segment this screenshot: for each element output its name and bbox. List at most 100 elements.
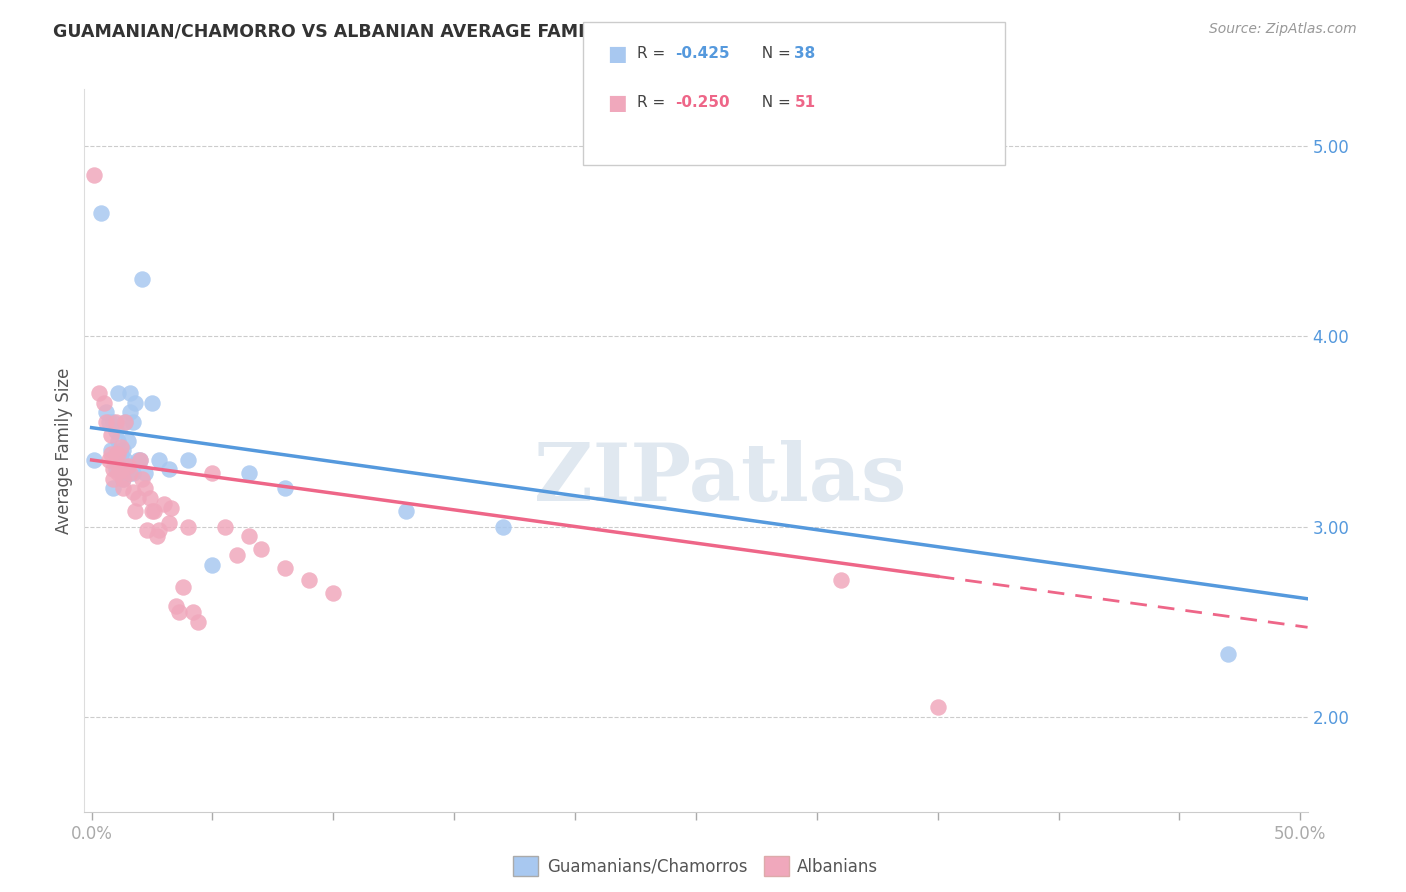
Point <box>117 467 139 481</box>
Point <box>274 482 297 496</box>
Point <box>83 453 105 467</box>
Text: -0.250: -0.250 <box>675 95 730 110</box>
Point <box>131 272 153 286</box>
Point <box>104 415 127 429</box>
Point <box>90 206 112 220</box>
Point <box>141 504 163 518</box>
Point <box>167 605 190 619</box>
Legend: Guamanians/Chamorros, Albanians: Guamanians/Chamorros, Albanians <box>506 849 886 883</box>
Text: N =: N = <box>752 46 796 61</box>
Point <box>201 558 224 572</box>
Point <box>104 447 127 461</box>
Text: 38: 38 <box>794 46 815 61</box>
Point <box>177 453 200 467</box>
Point <box>104 462 127 476</box>
Point <box>110 462 132 476</box>
Point <box>117 458 139 473</box>
Point <box>103 462 125 476</box>
Point <box>136 524 159 538</box>
Point <box>104 425 127 439</box>
Point <box>100 447 122 461</box>
Point <box>148 524 170 538</box>
Point <box>110 447 132 461</box>
Point <box>110 453 132 467</box>
Point <box>165 599 187 614</box>
Point <box>107 467 129 481</box>
Point <box>120 386 142 401</box>
Point <box>83 168 105 182</box>
Point <box>129 453 152 467</box>
Text: N =: N = <box>752 95 796 110</box>
Point <box>114 415 136 429</box>
Point <box>181 605 204 619</box>
Point <box>87 386 110 401</box>
Point <box>177 519 200 533</box>
Point <box>830 573 852 587</box>
Text: 51: 51 <box>794 95 815 110</box>
Point <box>112 472 135 486</box>
Point <box>250 542 273 557</box>
Point <box>100 443 122 458</box>
Point <box>103 415 125 429</box>
Point <box>110 440 132 454</box>
Point <box>97 415 120 429</box>
Point <box>141 396 163 410</box>
Point <box>120 405 142 419</box>
Point <box>491 519 513 533</box>
Point <box>395 504 418 518</box>
Point <box>100 428 122 442</box>
Point <box>93 396 115 410</box>
Point <box>94 415 117 429</box>
Point <box>117 434 139 448</box>
Point <box>121 485 143 500</box>
Point <box>127 453 149 467</box>
Point <box>201 467 224 481</box>
Point <box>138 491 160 505</box>
Point <box>114 415 136 429</box>
Point <box>134 482 156 496</box>
Text: R =: R = <box>637 95 671 110</box>
Text: ZIPatlas: ZIPatlas <box>534 441 907 518</box>
Point <box>94 405 117 419</box>
Point <box>274 561 297 575</box>
Text: ■: ■ <box>607 93 627 112</box>
Point <box>97 453 120 467</box>
Point <box>120 467 142 481</box>
Point <box>103 472 125 486</box>
Point <box>160 500 183 515</box>
Point <box>114 453 136 467</box>
Text: R =: R = <box>637 46 671 61</box>
Point <box>121 467 143 481</box>
Point <box>107 386 129 401</box>
Point <box>214 519 236 533</box>
Point <box>146 529 169 543</box>
Point <box>112 482 135 496</box>
Point <box>127 491 149 505</box>
Text: -0.425: -0.425 <box>675 46 730 61</box>
Point <box>107 434 129 448</box>
Point <box>927 700 949 714</box>
Point <box>148 453 170 467</box>
Point <box>107 447 129 461</box>
Point <box>157 462 180 476</box>
Point <box>225 548 247 562</box>
Point <box>103 482 125 496</box>
Point <box>124 504 146 518</box>
Point <box>322 586 344 600</box>
Point <box>129 453 152 467</box>
Point <box>112 443 135 458</box>
Text: ■: ■ <box>607 44 627 63</box>
Point <box>153 497 176 511</box>
Point <box>1216 647 1239 661</box>
Point <box>112 472 135 486</box>
Point <box>124 396 146 410</box>
Point <box>134 467 156 481</box>
Point <box>121 415 143 429</box>
Point <box>157 516 180 530</box>
Point <box>143 504 166 518</box>
Text: GUAMANIAN/CHAMORRO VS ALBANIAN AVERAGE FAMILY SIZE CORRELATION CHART: GUAMANIAN/CHAMORRO VS ALBANIAN AVERAGE F… <box>53 22 870 40</box>
Point <box>298 573 321 587</box>
Text: Source: ZipAtlas.com: Source: ZipAtlas.com <box>1209 22 1357 37</box>
Point <box>131 472 153 486</box>
Point <box>238 529 260 543</box>
